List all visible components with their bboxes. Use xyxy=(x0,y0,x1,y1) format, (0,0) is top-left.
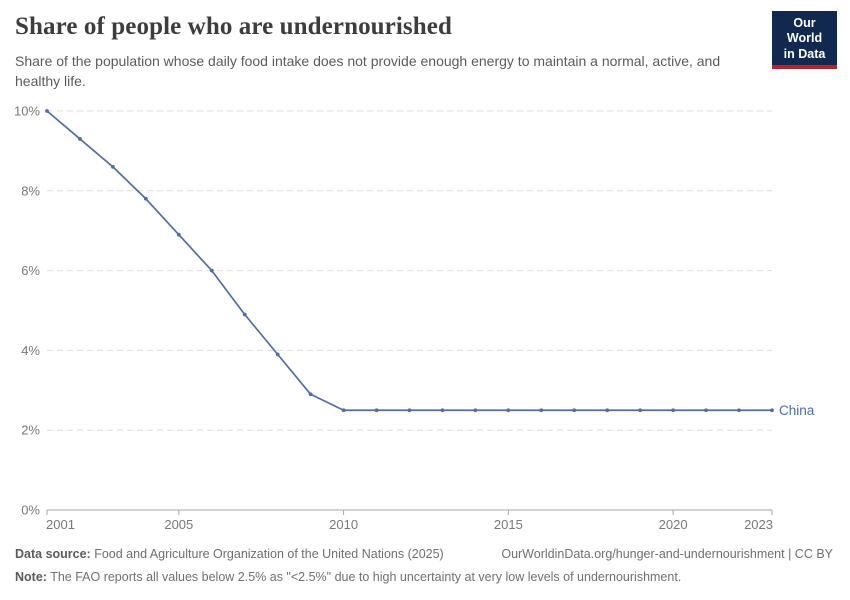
y-tick-label: 10% xyxy=(14,104,40,119)
data-point xyxy=(638,408,643,413)
data-point xyxy=(473,408,478,413)
owid-url-link[interactable]: OurWorldinData.org/hunger-and-undernouri… xyxy=(501,547,833,561)
y-tick-label: 8% xyxy=(21,183,40,198)
data-point xyxy=(275,352,280,357)
data-point xyxy=(242,312,247,317)
data-point xyxy=(374,408,379,413)
x-tick-label: 2005 xyxy=(164,517,193,532)
data-point xyxy=(572,408,577,413)
owid-logo[interactable]: Our World in Data xyxy=(772,11,837,69)
y-tick-label: 0% xyxy=(21,503,40,518)
chart-footer: Data source: Food and Agriculture Organi… xyxy=(15,546,833,586)
data-point xyxy=(605,408,610,413)
y-tick-label: 6% xyxy=(21,263,40,278)
series-end-label: China xyxy=(779,403,815,418)
data-point xyxy=(176,232,181,237)
chart-subtitle: Share of the population whose daily food… xyxy=(15,53,721,90)
data-point xyxy=(737,408,741,413)
x-tick-label: 2015 xyxy=(494,517,523,532)
data-point xyxy=(78,137,82,141)
y-tick-label: 4% xyxy=(21,343,40,358)
data-point xyxy=(407,408,412,413)
x-tick-label: 2010 xyxy=(329,517,358,532)
data-point xyxy=(539,408,544,413)
owid-logo-line2: in Data xyxy=(783,46,826,61)
data-point xyxy=(143,196,148,201)
data-point xyxy=(704,408,708,413)
data-point xyxy=(308,392,313,397)
data-point xyxy=(440,408,445,413)
owid-logo-line1: Our World xyxy=(786,16,823,46)
data-source-label: Data source: xyxy=(15,547,91,561)
data-source-text: Food and Agriculture Organization of the… xyxy=(90,547,444,561)
data-point xyxy=(45,109,49,113)
note-text: The FAO reports all values below 2.5% as… xyxy=(46,569,682,584)
line-chart: 0% 2% 4% 6% 8% 10% 2001 2005 2010 2015 2020 2023 Chi… xyxy=(14,104,815,533)
x-tick-label: 2001 xyxy=(46,517,75,532)
page-title: Share of people who are undernourished xyxy=(15,13,452,40)
data-point xyxy=(671,408,676,413)
data-point xyxy=(209,268,214,273)
data-line-china xyxy=(46,110,773,412)
data-point xyxy=(341,408,346,413)
data-source: Data source: Food and Agriculture Organi… xyxy=(15,546,444,563)
owid-logo-red-strip xyxy=(772,64,837,69)
x-tick-label: 2020 xyxy=(659,517,688,532)
chart-note: Note: The FAO reports all values below 2… xyxy=(15,569,833,586)
note-label: Note: xyxy=(15,569,47,584)
data-point xyxy=(111,164,115,169)
data-point xyxy=(770,408,774,413)
y-tick-label: 2% xyxy=(21,423,40,438)
data-point xyxy=(506,408,511,413)
x-tick-label: 2023 xyxy=(744,517,773,532)
